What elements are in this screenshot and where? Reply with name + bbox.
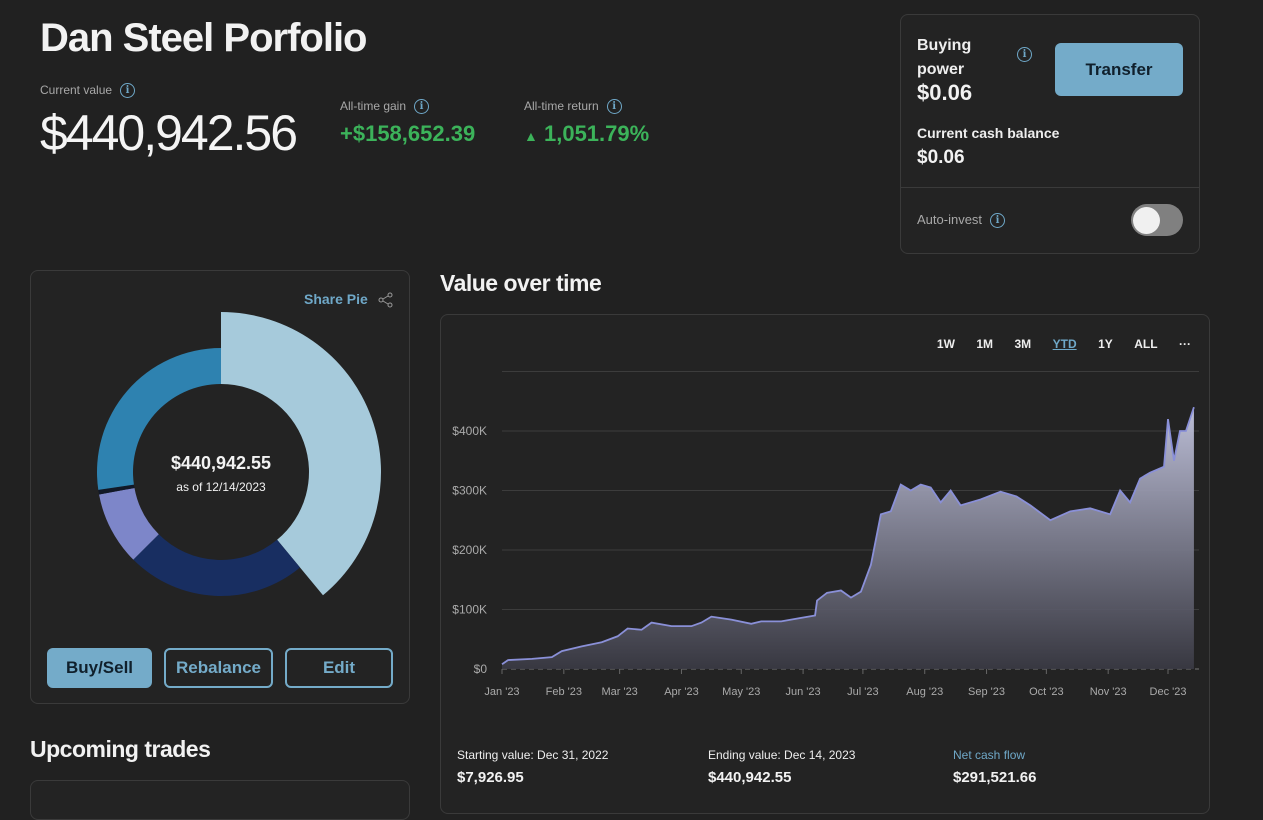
gain-label-text: All-time gain xyxy=(340,99,407,113)
y-tick-label: $0 xyxy=(474,662,488,676)
cash-balance-label: Current cash balance xyxy=(917,125,1060,141)
edit-button[interactable]: Edit xyxy=(285,648,393,688)
buy-sell-button[interactable]: Buy/Sell xyxy=(47,648,152,688)
x-tick-label: May '23 xyxy=(722,686,760,698)
x-tick-label: Oct '23 xyxy=(1029,686,1064,698)
return-label-text: All-time return xyxy=(524,99,599,113)
info-icon[interactable]: i xyxy=(120,83,136,99)
y-tick-label: $300K xyxy=(452,484,487,498)
x-tick-label: Sep '23 xyxy=(968,686,1005,698)
range-1m[interactable]: 1M xyxy=(976,337,994,351)
current-value: $440,942.56 xyxy=(40,105,298,161)
auto-invest-text: Auto-invest xyxy=(917,212,983,227)
current-value-label: Current value i xyxy=(40,83,136,99)
end-value: $440,942.55 xyxy=(708,769,792,786)
divider xyxy=(901,187,1199,188)
toggle-knob xyxy=(1133,207,1160,234)
x-tick-label: Jun '23 xyxy=(786,686,821,698)
current-value-text: Current value xyxy=(40,83,113,97)
gain-value: +$158,652.39 xyxy=(340,121,476,146)
info-icon[interactable]: i xyxy=(414,99,430,115)
x-tick-label: Nov '23 xyxy=(1090,686,1127,698)
x-tick-label: Mar '23 xyxy=(601,686,637,698)
share-pie-text: Share Pie xyxy=(304,291,368,307)
transfer-button[interactable]: Transfer xyxy=(1055,43,1183,96)
range-ytd[interactable]: YTD xyxy=(1052,337,1077,351)
cash-card: Buying power i $0.06 Transfer Current ca… xyxy=(900,14,1200,254)
starting-value: Starting value: Dec 31, 2022 $7,926.95 xyxy=(457,748,608,786)
pie-slice-1 xyxy=(133,534,301,596)
info-icon[interactable]: i xyxy=(606,99,622,115)
x-tick-label: Apr '23 xyxy=(664,686,699,698)
flow-value: $291,521.66 xyxy=(953,769,1037,786)
x-tick-label: Aug '23 xyxy=(906,686,943,698)
rebalance-button[interactable]: Rebalance xyxy=(164,648,273,688)
gain-label: All-time gain i xyxy=(340,99,430,115)
pie-total: $440,942.55 xyxy=(170,453,272,473)
x-tick-label: Jul '23 xyxy=(847,686,878,698)
net-cash-flow: Net cash flow $291,521.66 xyxy=(953,748,1036,786)
value-line xyxy=(501,406,1195,665)
more-options-icon[interactable]: ··· xyxy=(1179,337,1191,351)
upcoming-trades-title: Upcoming trades xyxy=(30,736,211,762)
pie-slice-3 xyxy=(98,484,135,495)
buying-power-value: $0.06 xyxy=(917,80,973,105)
y-tick-label: $400K xyxy=(452,424,487,438)
upcoming-trades-card xyxy=(30,780,410,820)
return-text: 1,051.79% xyxy=(543,121,650,146)
pie-slice-4 xyxy=(97,348,221,490)
cash-balance-value: $0.06 xyxy=(917,147,965,168)
return-value: ▲ 1,051.79% xyxy=(524,121,649,147)
pie-card: Share Pie $440,942.55 as of 12/14/2023 B… xyxy=(30,270,410,704)
return-label: All-time return i xyxy=(524,99,622,115)
range-selector: 1W 1M 3M YTD 1Y ALL ··· xyxy=(920,335,1191,353)
y-tick-label: $100K xyxy=(452,603,487,617)
x-tick-label: Jan '23 xyxy=(484,686,519,698)
start-value: $7,926.95 xyxy=(457,769,524,786)
range-all[interactable]: ALL xyxy=(1134,337,1158,351)
info-icon[interactable]: i xyxy=(990,213,1006,229)
value-chart-title: Value over time xyxy=(440,270,602,296)
value-area-chart[interactable]: $0 $100K $200K $300K $400K Jan '23 Feb '23 Mar … xyxy=(441,315,1209,705)
buying-power-label: Buying power xyxy=(917,37,972,78)
start-label: Starting value: Dec 31, 2022 xyxy=(457,748,609,762)
auto-invest-toggle[interactable] xyxy=(1131,204,1183,236)
end-label: Ending value: Dec 14, 2023 xyxy=(708,748,856,762)
pie-slice-0 xyxy=(221,312,381,596)
pie-as-of: as of 12/14/2023 xyxy=(176,480,266,494)
page-title: Dan Steel Porfolio xyxy=(40,16,367,60)
range-1w[interactable]: 1W xyxy=(936,337,955,351)
x-tick-label: Dec '23 xyxy=(1150,686,1187,698)
up-arrow-icon: ▲ xyxy=(524,128,538,144)
share-pie-link[interactable]: Share Pie xyxy=(304,291,394,308)
flow-label: Net cash flow xyxy=(953,748,1026,762)
range-3m[interactable]: 3M xyxy=(1014,337,1032,351)
pie-slice-2 xyxy=(99,487,159,560)
share-icon xyxy=(378,292,393,308)
range-1y[interactable]: 1Y xyxy=(1098,337,1113,351)
info-icon[interactable]: i xyxy=(1017,47,1032,62)
value-chart-card: 1W 1M 3M YTD 1Y ALL ··· $0 $100K $200K $300… xyxy=(440,314,1210,814)
value-area xyxy=(502,407,1194,669)
ending-value: Ending value: Dec 14, 2023 $440,942.55 xyxy=(708,748,855,786)
y-tick-label: $200K xyxy=(452,543,487,557)
pie-chart[interactable] xyxy=(31,271,411,631)
x-tick-label: Feb '23 xyxy=(546,686,582,698)
auto-invest-label: Auto-invest i xyxy=(917,212,1006,229)
